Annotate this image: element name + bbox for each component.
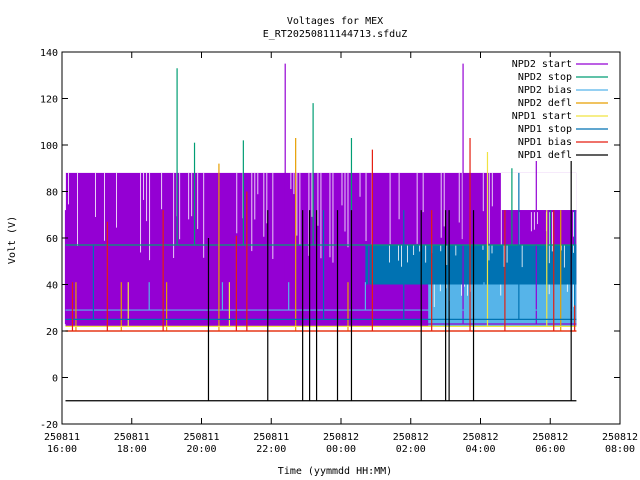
x-tick-date: 250811 [114, 432, 150, 443]
x-tick-time: 16:00 [47, 444, 77, 455]
x-tick-date: 250811 [44, 432, 80, 443]
series-npd1-stop [365, 244, 577, 285]
series-lines-2 [65, 282, 577, 311]
legend-label: NPD1 bias [518, 137, 572, 148]
legend-bg [512, 148, 612, 161]
legend-label: NPD2 defl [518, 98, 572, 109]
x-tick-date: 250812 [323, 432, 359, 443]
y-tick-label: 20 [46, 327, 58, 338]
legend-label: NPD2 stop [518, 72, 572, 83]
series-lines-6 [65, 138, 577, 332]
x-tick-time: 06:00 [535, 444, 565, 455]
y-tick-label: 40 [46, 281, 58, 292]
legend-label: NPD1 defl [518, 150, 572, 161]
legend-bg [512, 135, 612, 148]
legend-label: NPD1 stop [518, 124, 572, 135]
legend-bg [512, 83, 612, 96]
plot-area [64, 63, 577, 402]
legend-bg [512, 96, 612, 109]
series-lines-5 [65, 172, 577, 320]
x-tick-time: 02:00 [396, 444, 426, 455]
y-axis-label: Volt (V) [7, 216, 18, 264]
x-axis-label: Time (yymmdd HH:MM) [278, 466, 392, 477]
x-tick-time: 00:00 [326, 444, 356, 455]
y-tick-label: 140 [40, 48, 58, 59]
band-5-0 [365, 244, 577, 285]
legend-bg [512, 109, 612, 122]
legend-bg [512, 122, 612, 135]
x-tick-date: 250812 [532, 432, 568, 443]
band-gap-0 [501, 172, 577, 211]
y-tick-label: 80 [46, 188, 58, 199]
y-tick-label: 120 [40, 95, 58, 106]
x-tick-time: 20:00 [186, 444, 216, 455]
x-tick-time: 04:00 [465, 444, 495, 455]
x-tick-time: 22:00 [256, 444, 286, 455]
chart-title: Voltages for MEX [287, 16, 383, 27]
series-lines-7 [65, 145, 577, 402]
legend-bg [512, 57, 612, 70]
legend-label: NPD2 start [512, 59, 572, 70]
x-tick-date: 250811 [183, 432, 219, 443]
y-tick-label: 0 [52, 374, 58, 385]
x-tick-date: 250812 [602, 432, 638, 443]
axes: -2002040608010012014025081116:0025081118… [40, 48, 638, 455]
band-edge-0 [501, 210, 577, 213]
legend-label: NPD2 bias [518, 85, 572, 96]
x-tick-time: 08:00 [605, 444, 635, 455]
x-tick-time: 18:00 [117, 444, 147, 455]
y-tick-label: 100 [40, 141, 58, 152]
x-tick-date: 250811 [253, 432, 289, 443]
legend: NPD2 start NPD2 stop NPD2 bias NPD2 defl NPD… [512, 57, 612, 161]
chart-subtitle: E_RT20250811144713.sfduZ [263, 29, 408, 40]
y-tick-label: 60 [46, 234, 58, 245]
legend-label: NPD1 start [512, 111, 572, 122]
x-tick-date: 250812 [462, 432, 498, 443]
legend-bg [512, 70, 612, 83]
x-tick-date: 250812 [393, 432, 429, 443]
y-tick-label: -20 [40, 420, 58, 431]
